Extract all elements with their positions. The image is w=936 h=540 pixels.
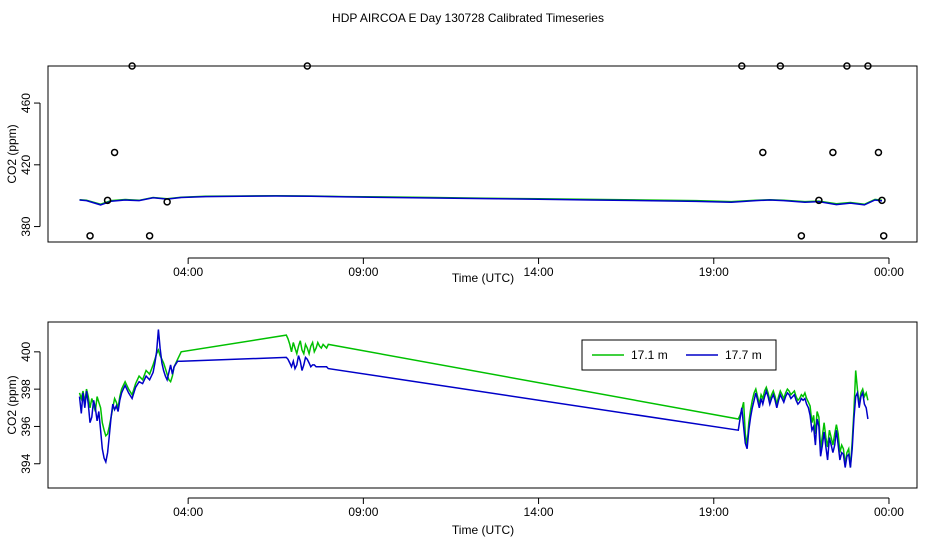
top-data-point [103, 196, 112, 205]
top-data-point [874, 148, 883, 157]
top-x-tick-label: 00:00 [874, 265, 904, 279]
legend: 17.1 m 17.7 m [581, 339, 777, 371]
top-data-point [110, 148, 119, 157]
top-data-point [797, 232, 806, 240]
legend-label-17-7-m: 17.7 m [725, 348, 762, 362]
top-series-line-2 [79, 195, 883, 206]
top-y-axis-label: CO2 (ppm) [5, 124, 19, 183]
top-data-point [829, 148, 837, 157]
top-data-point [163, 198, 171, 206]
top-data-point [86, 232, 94, 240]
top-data-point [843, 62, 851, 70]
bottom-x-tick-label: 14:00 [524, 505, 554, 519]
top-data-point [128, 62, 136, 70]
bottom-y-tick-label: 398 [19, 379, 33, 399]
top-panel: Time (UTC) CO2 (ppm) 04:00 09:00 14:00 19:0… [5, 62, 918, 285]
bottom-y-axis-label: CO2 (ppm) [5, 375, 19, 434]
bottom-x-tick-label: 00:00 [874, 505, 904, 519]
bottom-x-tick-label: 09:00 [348, 505, 378, 519]
top-x-tick-label: 04:00 [173, 265, 203, 279]
top-data-point [303, 62, 312, 70]
top-x-tick-label: 09:00 [348, 265, 378, 279]
top-y-tick-label: 420 [19, 154, 33, 174]
bottom-plot-frame [47, 321, 918, 489]
bottom-series-line-1 [78, 334, 869, 468]
top-data-point [815, 196, 823, 205]
top-data-point [878, 196, 886, 205]
top-y-tick-label: 380 [19, 216, 33, 236]
legend-label-17-1-m: 17.1 m [631, 348, 668, 362]
top-data-point [776, 62, 785, 70]
top-x-tick-label: 14:00 [524, 265, 554, 279]
bottom-series-line-2 [78, 329, 869, 468]
chart-title: HDP AIRCOA E Day 130728 Calibrated Times… [332, 11, 604, 25]
bottom-y-tick-label: 400 [19, 342, 33, 362]
top-data-point [759, 148, 767, 157]
top-plot-frame [47, 65, 918, 243]
top-data-point [864, 62, 872, 70]
bottom-y-tick-label: 396 [19, 416, 33, 436]
bottom-x-axis-label: Time (UTC) [452, 523, 514, 537]
top-y-tick-label: 460 [19, 93, 33, 113]
bottom-y-tick-label: 394 [19, 453, 33, 473]
top-x-axis-label: Time (UTC) [452, 271, 514, 285]
bottom-panel: Time (UTC) CO2 (ppm) 17.1 m 17.7 m 04:00… [5, 321, 918, 537]
bottom-x-tick-label: 04:00 [173, 505, 203, 519]
bottom-x-tick-label: 19:00 [699, 505, 729, 519]
top-x-tick-label: 19:00 [699, 265, 729, 279]
top-data-point [145, 232, 154, 240]
top-data-point [738, 62, 746, 70]
top-data-point [879, 232, 888, 240]
